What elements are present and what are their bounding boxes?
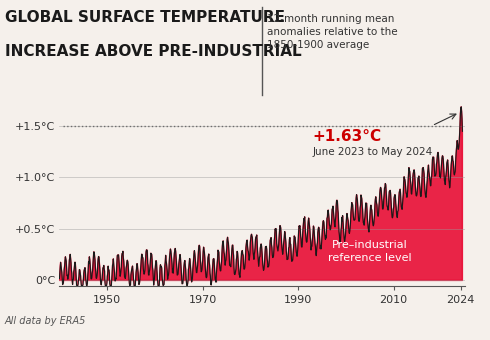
Text: +1.63°C: +1.63°C	[313, 129, 382, 144]
Text: GLOBAL SURFACE TEMPERATURE: GLOBAL SURFACE TEMPERATURE	[5, 10, 285, 25]
Text: 12-month running mean
anomalies relative to the
1850-1900 average: 12-month running mean anomalies relative…	[267, 14, 398, 50]
Text: June 2023 to May 2024: June 2023 to May 2024	[313, 147, 433, 157]
Text: Pre–industrial
reference level: Pre–industrial reference level	[328, 240, 412, 263]
Text: INCREASE ABOVE PRE-INDUSTRIAL: INCREASE ABOVE PRE-INDUSTRIAL	[5, 44, 301, 59]
Text: All data by ERA5: All data by ERA5	[5, 317, 86, 326]
